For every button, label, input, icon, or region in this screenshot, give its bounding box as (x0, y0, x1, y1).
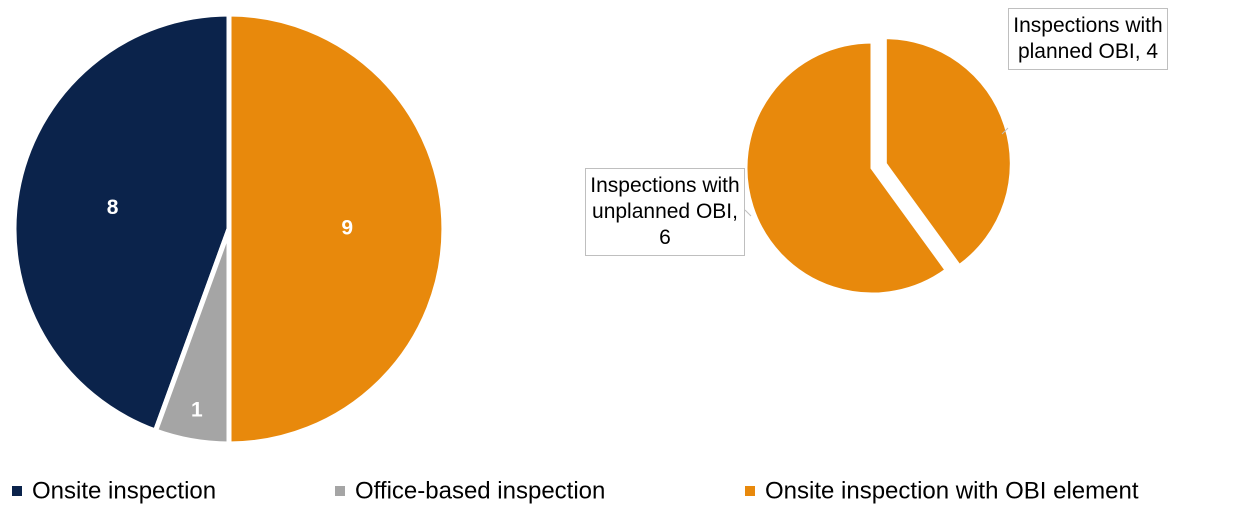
data-label: Inspections with planned OBI, 4 (1008, 8, 1168, 70)
legend-marker (335, 486, 345, 496)
pie-slice (11, 11, 232, 435)
legend-label: Office-based inspection (355, 477, 605, 504)
pie-slice (226, 11, 447, 447)
data-label: 9 (341, 217, 353, 240)
leader-line (1001, 127, 1009, 135)
pie-slice (883, 36, 1013, 268)
data-label: Inspections with unplanned OBI, 6 (585, 168, 745, 256)
data-label: 8 (107, 196, 119, 219)
legend-label: Onsite inspection (32, 477, 216, 504)
pie-slice (744, 40, 949, 296)
legend-label: Onsite inspection with OBI element (765, 477, 1139, 504)
legend-marker (745, 486, 755, 496)
leader-line (744, 209, 752, 217)
legend-marker (12, 486, 22, 496)
data-label: 1 (191, 399, 203, 422)
